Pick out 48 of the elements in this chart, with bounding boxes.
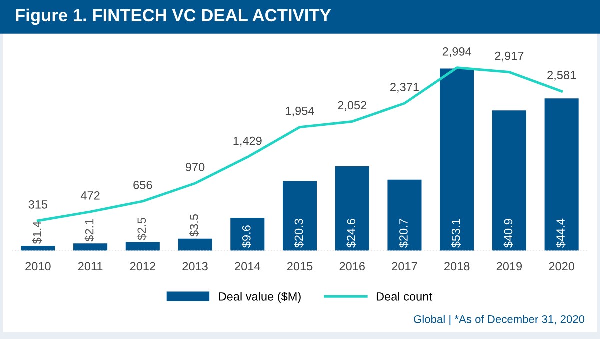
data-label: $9.6 (242, 226, 252, 248)
chart-title: Figure 1. FINTECH VC DEAL ACTIVITY (16, 8, 332, 26)
data-label: 315 (28, 200, 48, 209)
data-label: $2.1 (84, 219, 94, 242)
data-label: 2,581 (548, 71, 576, 81)
x-tick-label: 2014 (235, 262, 260, 271)
x-tick-label: 2011 (78, 262, 103, 271)
bar (74, 244, 108, 251)
data-label: 2,371 (390, 83, 419, 93)
legend-label: Deal value ($M) (219, 292, 301, 304)
data-label: 2,994 (442, 48, 472, 58)
bar (126, 242, 160, 251)
data-label: 2,052 (338, 101, 367, 112)
x-tick-label: 2012 (130, 262, 156, 271)
data-label: 1,954 (286, 106, 314, 117)
bar (282, 181, 318, 251)
bar (230, 218, 265, 251)
x-tick-label: 2013 (182, 262, 208, 271)
data-label: 970 (186, 163, 205, 172)
data-label: $24.6 (346, 219, 356, 248)
data-label: 2,917 (495, 52, 524, 62)
x-tick-label: 2018 (444, 262, 470, 271)
data-label: $20.3 (294, 219, 304, 248)
data-label: $44.4 (556, 218, 566, 248)
data-label: $20.7 (399, 219, 409, 248)
data-label: $2.5 (137, 218, 147, 240)
x-tick-label: 2015 (287, 262, 313, 271)
data-label: $1.4 (32, 222, 42, 244)
bar (178, 238, 212, 251)
data-label: $53.1 (451, 219, 461, 248)
data-label: 656 (134, 181, 152, 190)
x-tick-label: 2016 (340, 262, 365, 271)
data-label: $3.5 (190, 214, 200, 237)
bar (388, 180, 422, 251)
legend-label: Deal count (376, 292, 432, 301)
bar (335, 166, 370, 251)
data-label: 472 (80, 192, 100, 200)
data-label: 1,429 (234, 136, 262, 147)
bar (492, 110, 526, 251)
bar (21, 246, 56, 251)
bar (440, 68, 474, 251)
text: Global | *As of December 31, 2020 (414, 315, 585, 326)
data-label: $40.9 (504, 219, 514, 248)
x-tick-label: 2020 (549, 262, 574, 271)
x-tick-label: 2010 (26, 262, 51, 271)
bar (544, 98, 579, 251)
x-tick-label: 2019 (496, 262, 522, 271)
x-tick-label: 2017 (392, 262, 418, 271)
